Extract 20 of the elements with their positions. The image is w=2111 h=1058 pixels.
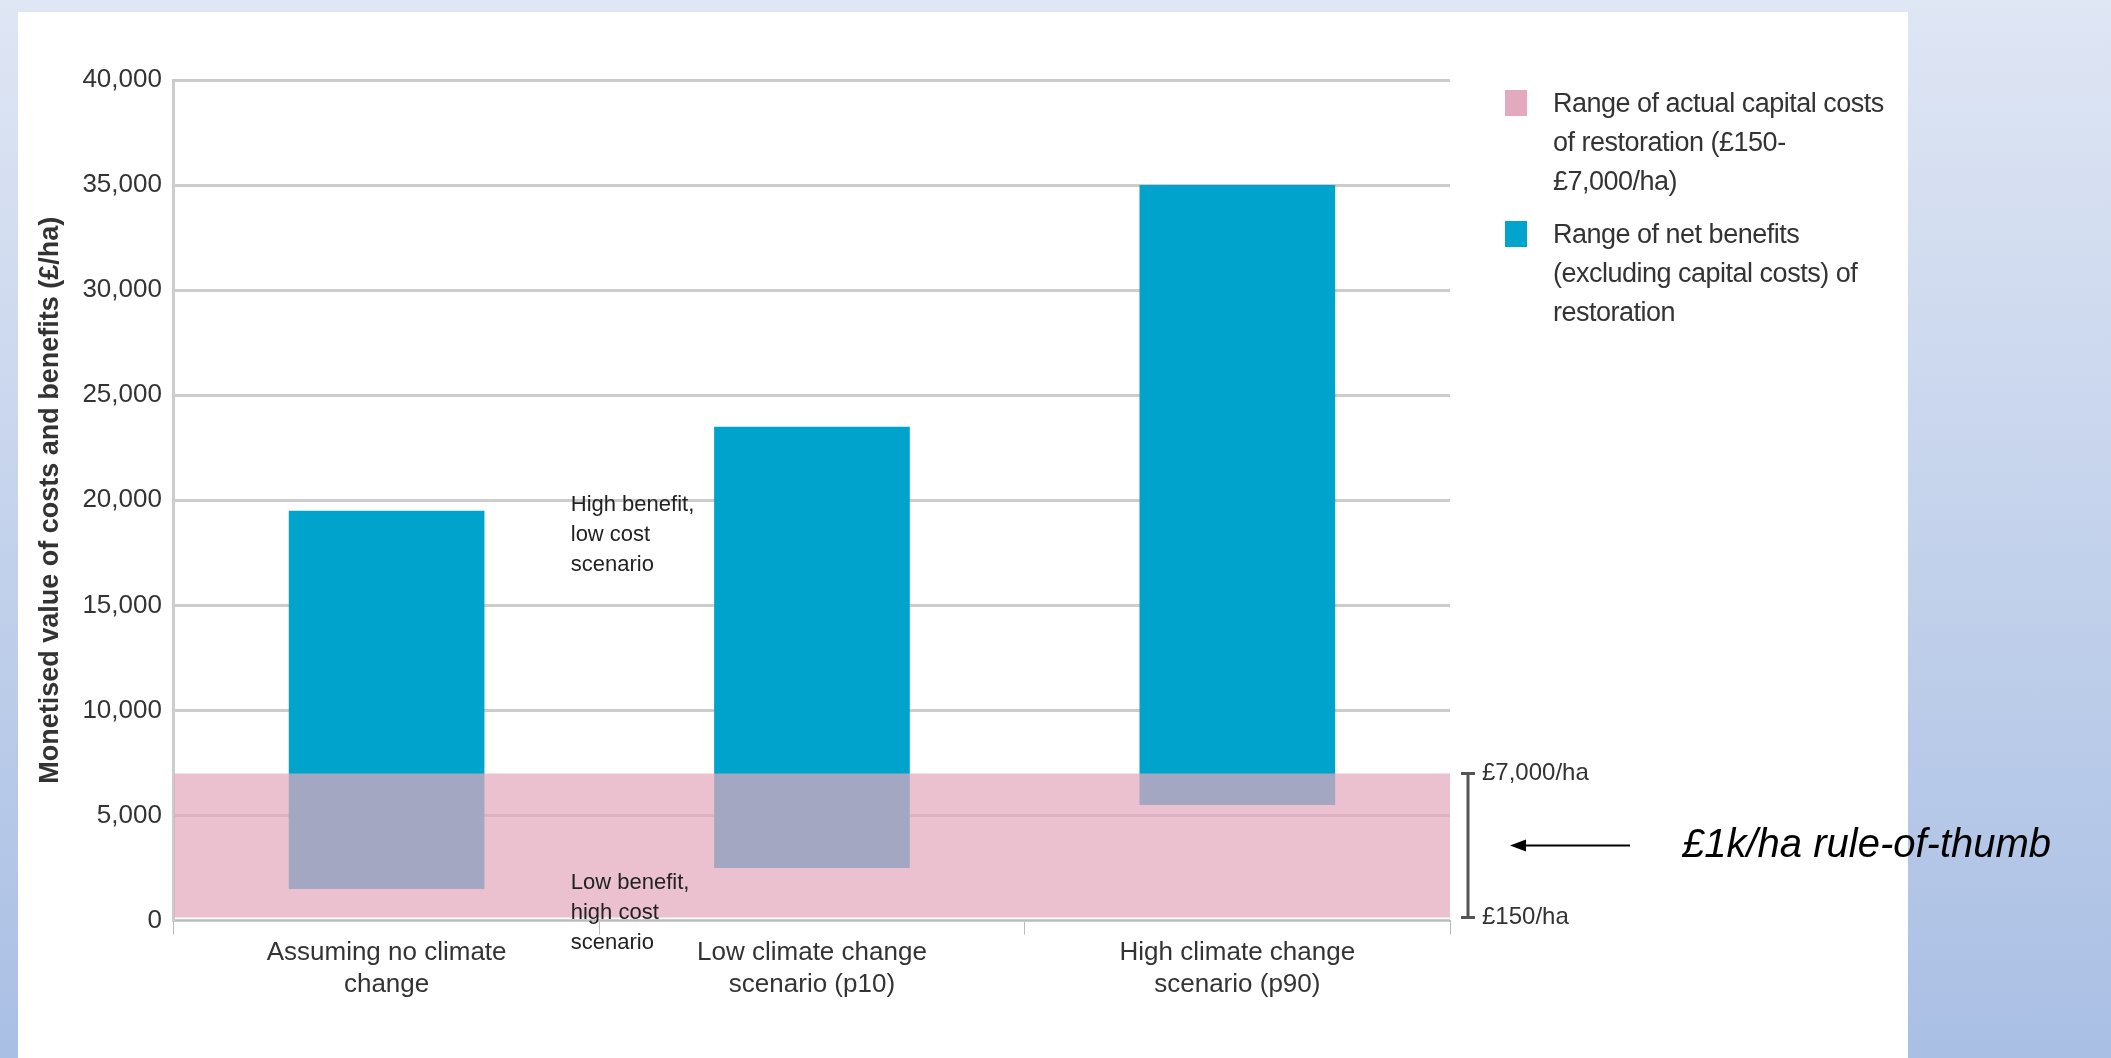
y-axis-title: Monetised value of costs and benefits (£/ha) <box>33 216 64 784</box>
text: £150/ha <box>1482 902 1570 930</box>
y-tick-label: 40,000 <box>82 63 162 94</box>
text: £7,000/ha <box>1482 758 1590 786</box>
y-tick-label: 5,000 <box>96 798 162 829</box>
y-tick-label: 20,000 <box>82 483 162 514</box>
y-tick-label: 0 <box>147 903 162 934</box>
y-tick-label: 25,000 <box>82 378 162 409</box>
x-tick-label: Assuming no climate change <box>266 936 507 998</box>
x-tick-label: High climate change scenario (p90) <box>1119 936 1356 998</box>
x-tick-label: Low climate change scenario (p10) <box>697 936 927 998</box>
annotation: Low benefit, high cost scenario <box>570 869 690 955</box>
y-tick-label: 35,000 <box>82 168 162 199</box>
text: £1k/ha rule-of-thumb <box>1681 820 2052 865</box>
y-tick-label: 30,000 <box>82 273 162 304</box>
annotation: High benefit, low cost scenario <box>570 490 695 576</box>
legend-label: Range of actual capital costs of restoration (£150-£7,000/ha) <box>1553 87 1885 198</box>
legend-label: Range of net benefits (excluding capital costs) of restoration <box>1553 218 1859 329</box>
y-tick-label: 10,000 <box>82 693 162 724</box>
y-tick-label: 15,000 <box>82 588 162 619</box>
